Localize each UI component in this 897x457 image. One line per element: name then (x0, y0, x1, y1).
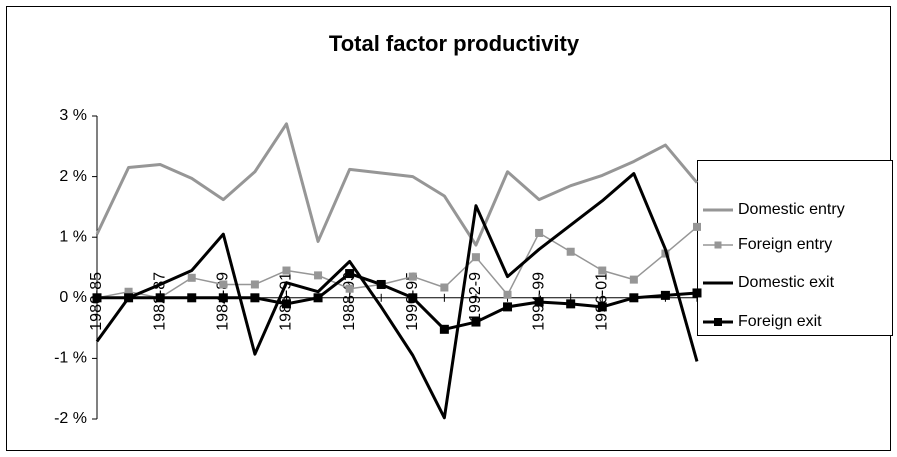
data-point (534, 297, 544, 307)
data-point (439, 324, 449, 334)
legend-marker (714, 318, 722, 326)
y-tick-label: 3 % (59, 107, 87, 124)
data-point (566, 299, 576, 309)
y-tick-label: 0 % (59, 289, 87, 306)
data-point (124, 293, 134, 303)
data-point (92, 293, 102, 303)
y-tick-label: -1 % (54, 350, 87, 367)
data-point (693, 222, 701, 231)
data-point (218, 293, 228, 303)
y-tick-label: -2 % (54, 410, 87, 427)
data-point (281, 299, 291, 309)
x-tick-label: 1988-93 (341, 272, 358, 331)
legend-marker (714, 241, 722, 249)
data-point (629, 293, 639, 303)
data-point (187, 273, 196, 282)
data-point (408, 293, 418, 303)
data-point (503, 302, 513, 312)
legend-label: Foreign entry (738, 236, 832, 253)
legend-box (697, 160, 893, 336)
x-tick-label: 1996-01 (593, 272, 610, 331)
data-point (250, 280, 259, 289)
data-point (440, 283, 449, 292)
data-point (219, 280, 228, 289)
data-point (250, 293, 260, 303)
data-point (598, 266, 607, 275)
series-line (97, 272, 698, 331)
data-point (597, 302, 607, 312)
data-point (692, 288, 702, 298)
data-point (187, 293, 197, 303)
data-point (471, 253, 480, 262)
data-point (314, 271, 323, 280)
series-line (95, 172, 699, 420)
data-point (376, 279, 386, 289)
x-tick-label: 1992-9 (467, 272, 484, 322)
y-tick-label: 2 % (59, 168, 87, 185)
data-point (503, 290, 512, 299)
legend-label: Domestic entry (738, 201, 845, 218)
series-line (95, 122, 699, 247)
data-point (282, 266, 291, 275)
data-point (345, 269, 355, 279)
data-point (471, 317, 481, 327)
series-line (96, 226, 698, 299)
data-point (155, 293, 165, 303)
y-tick-label: 1 % (59, 228, 87, 245)
legend-label: Domestic exit (738, 274, 835, 291)
data-point (660, 290, 670, 300)
legend-label: Foreign exit (738, 313, 822, 330)
data-point (629, 275, 638, 284)
chart-title: Total factor productivity (329, 31, 580, 56)
data-point (345, 284, 354, 293)
data-point (408, 272, 417, 281)
data-point (313, 293, 323, 303)
data-point (566, 247, 575, 256)
data-point (535, 228, 544, 237)
